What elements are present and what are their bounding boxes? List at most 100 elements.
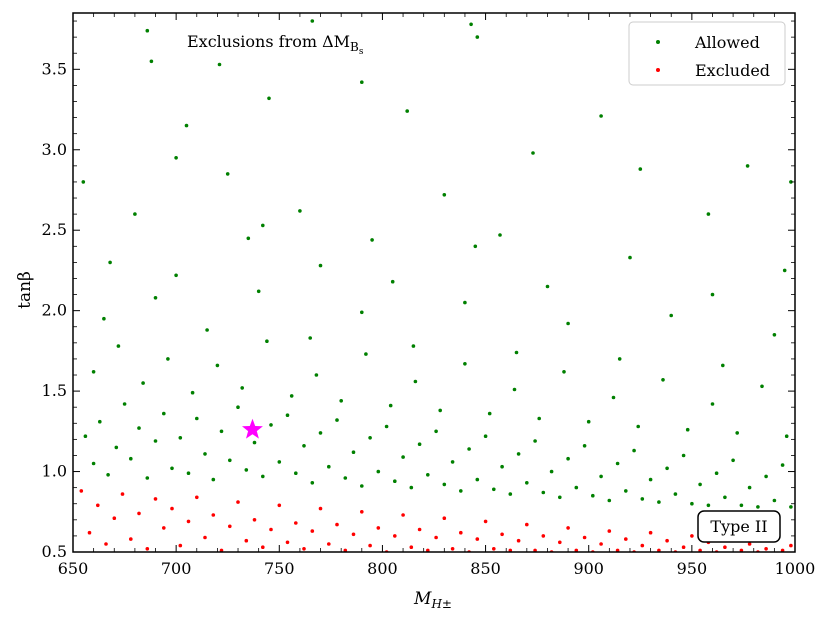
excluded-point <box>368 543 372 548</box>
allowed-point <box>108 260 112 265</box>
allowed-point <box>269 423 273 427</box>
allowed-point <box>294 471 298 476</box>
allowed-point <box>549 469 554 474</box>
allowed-point <box>690 501 694 506</box>
excluded-point <box>269 527 273 532</box>
allowed-point <box>277 460 282 464</box>
allowed-point <box>669 313 673 318</box>
allowed-point <box>617 357 622 361</box>
excluded-point <box>574 548 579 552</box>
excluded-point <box>764 547 768 551</box>
allowed-point <box>685 427 690 432</box>
allowed-point <box>492 487 496 492</box>
excluded-point <box>228 524 232 529</box>
allowed-point <box>747 485 752 490</box>
points-layer <box>79 19 793 552</box>
allowed-point <box>219 429 224 434</box>
allowed-point <box>483 434 488 439</box>
excluded-point <box>558 540 562 545</box>
allowed-point <box>525 481 529 485</box>
excluded-point <box>409 545 414 549</box>
allowed-point <box>739 503 744 508</box>
allowed-point <box>190 390 195 395</box>
legend-label-allowed: Allowed <box>694 33 760 52</box>
allowed-point <box>174 156 178 160</box>
allowed-point <box>289 394 294 398</box>
allowed-point <box>211 477 216 482</box>
allowed-point <box>756 505 760 509</box>
allowed-point <box>624 489 628 493</box>
allowed-point <box>473 244 478 249</box>
allowed-point <box>475 477 480 482</box>
excluded-point <box>219 548 224 552</box>
allowed-point <box>599 114 603 118</box>
allowed-point <box>83 434 88 439</box>
allowed-point <box>411 344 416 348</box>
excluded-point <box>747 542 752 546</box>
y-tick-label: 3.5 <box>42 59 67 78</box>
excluded-point <box>640 543 645 548</box>
allowed-point <box>531 151 535 155</box>
allowed-point <box>784 434 789 439</box>
x-tick-label: 800 <box>367 559 398 578</box>
allowed-point <box>174 273 178 278</box>
allowed-point <box>261 223 265 228</box>
excluded-point <box>162 526 166 530</box>
allowed-point <box>244 468 249 472</box>
allowed-point <box>318 263 323 268</box>
allowed-point <box>149 59 154 64</box>
allowed-point <box>145 28 150 33</box>
allowed-point <box>665 466 669 471</box>
allowed-point <box>463 362 467 366</box>
allowed-point <box>615 461 620 466</box>
excluded-point <box>335 522 339 527</box>
excluded-point <box>244 538 249 543</box>
allowed-point <box>256 289 261 294</box>
chart-title-main: Exclusions from ΔM <box>187 32 350 51</box>
excluded-point <box>120 492 125 496</box>
allowed-point <box>129 456 133 461</box>
allowed-point <box>681 453 686 458</box>
plot-frame <box>72 12 796 553</box>
excluded-point <box>203 535 207 540</box>
excluded-point <box>170 506 174 511</box>
allowed-point <box>240 386 244 390</box>
excluded-point <box>541 534 546 538</box>
allowed-point <box>586 419 591 424</box>
allowed-point <box>545 284 550 289</box>
excluded-point <box>112 516 117 520</box>
allowed-point <box>360 80 364 84</box>
allowed-point <box>638 167 643 171</box>
allowed-point <box>225 172 230 176</box>
excluded-point <box>500 532 504 537</box>
chart-title-subsub: s <box>359 47 364 57</box>
allowed-point <box>178 436 183 440</box>
excluded-point <box>79 489 84 493</box>
allowed-point <box>706 212 711 216</box>
excluded-point <box>104 542 108 546</box>
excluded-point <box>277 503 282 508</box>
allowed-point <box>789 180 793 184</box>
allowed-point <box>116 344 121 348</box>
allowed-point <box>122 402 127 406</box>
excluded-point <box>483 519 488 524</box>
allowed-point <box>343 476 348 480</box>
excluded-point <box>343 548 348 552</box>
excluded-point <box>393 534 397 538</box>
x-axis-title-sub: H± <box>430 597 452 611</box>
benchmark-star-marker <box>242 418 263 439</box>
ticks-layer: 650 700 750 800 850 900 950 1000 0.5 1.0 1.5 2.0 2.5… <box>42 13 815 578</box>
excluded-point <box>566 526 570 530</box>
allowed-point <box>310 481 315 485</box>
allowed-point <box>370 238 374 242</box>
allowed-point <box>611 395 616 400</box>
excluded-point <box>87 530 92 535</box>
allowed-point <box>91 461 96 466</box>
excluded-point <box>450 547 455 551</box>
allowed-point <box>780 463 785 467</box>
allowed-point <box>537 416 541 421</box>
allowed-point <box>628 255 632 260</box>
excluded-point <box>789 543 793 548</box>
allowed-point <box>442 482 447 487</box>
excluded-point <box>327 542 331 546</box>
